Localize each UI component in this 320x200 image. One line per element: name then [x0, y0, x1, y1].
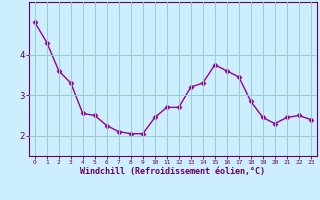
- X-axis label: Windchill (Refroidissement éolien,°C): Windchill (Refroidissement éolien,°C): [80, 167, 265, 176]
